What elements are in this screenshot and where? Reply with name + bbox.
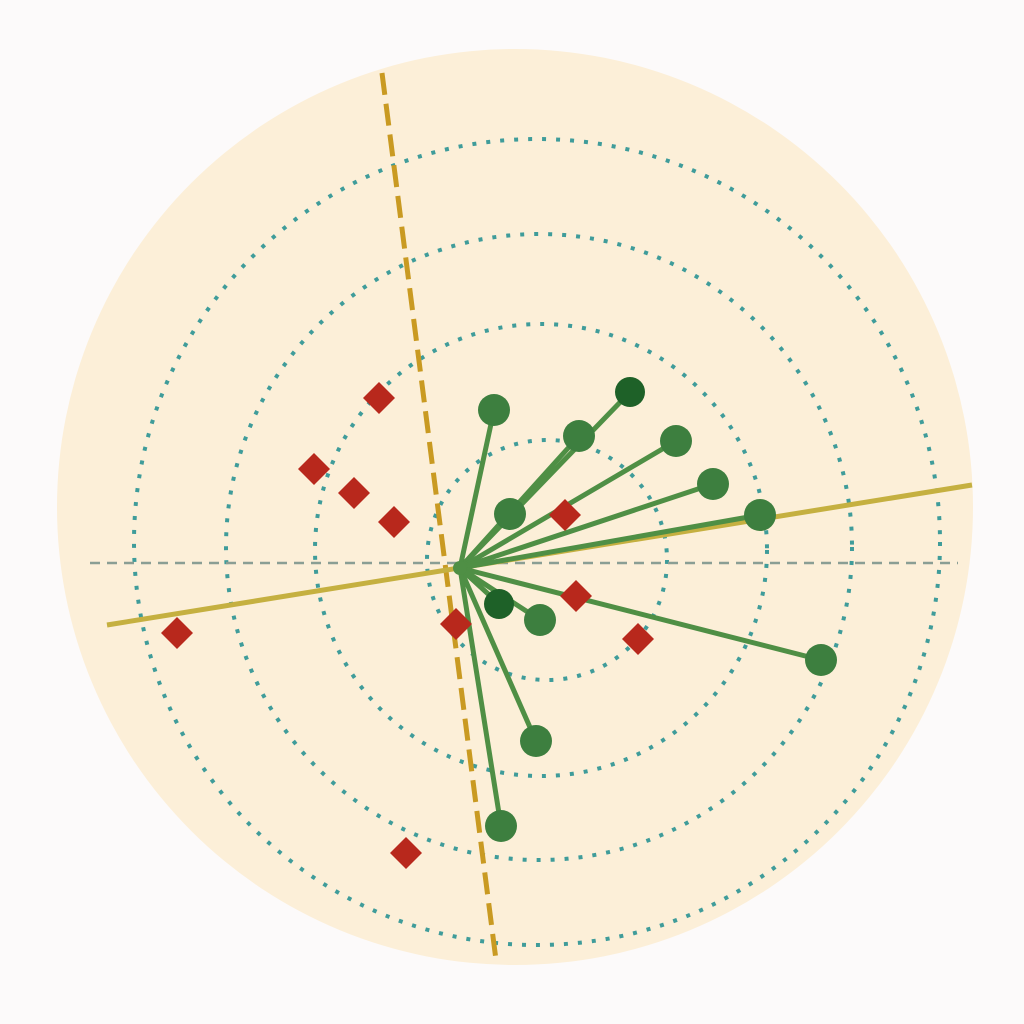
green-point	[697, 468, 729, 500]
green-point	[520, 725, 552, 757]
dotted-ring	[313, 322, 769, 778]
red-diamond	[363, 382, 395, 414]
green-point	[563, 420, 595, 452]
green-point	[615, 377, 645, 407]
dotted-ring	[224, 232, 854, 862]
red-diamond	[298, 453, 330, 485]
green-point	[485, 810, 517, 842]
dotted-ring	[425, 438, 669, 682]
dotted-ring	[132, 137, 942, 947]
spoke-line	[457, 565, 504, 829]
red-diamonds	[161, 382, 654, 869]
green-point	[524, 604, 556, 636]
green-point	[660, 425, 692, 457]
red-diamond	[560, 580, 592, 612]
red-diamond	[161, 617, 193, 649]
red-diamond	[440, 608, 472, 640]
dotted-rings	[132, 137, 942, 947]
green-point	[805, 644, 837, 676]
green-point	[744, 499, 776, 531]
spoke-line	[457, 407, 497, 571]
green-point	[494, 498, 526, 530]
hub-point	[453, 561, 467, 575]
red-diamond	[390, 837, 422, 869]
spoke-line	[457, 512, 763, 571]
spoke-line	[457, 481, 716, 571]
green-points	[453, 377, 837, 842]
spoke-line	[457, 565, 539, 744]
dashed-reference-line	[379, 72, 499, 961]
green-point	[484, 589, 514, 619]
spoke-line	[457, 565, 824, 663]
green-point	[478, 394, 510, 426]
red-diamond	[378, 506, 410, 538]
red-diamond	[338, 477, 370, 509]
red-diamond	[622, 623, 654, 655]
red-diamond	[549, 499, 581, 531]
spoke-line	[457, 389, 633, 571]
green-spokes	[457, 389, 824, 829]
